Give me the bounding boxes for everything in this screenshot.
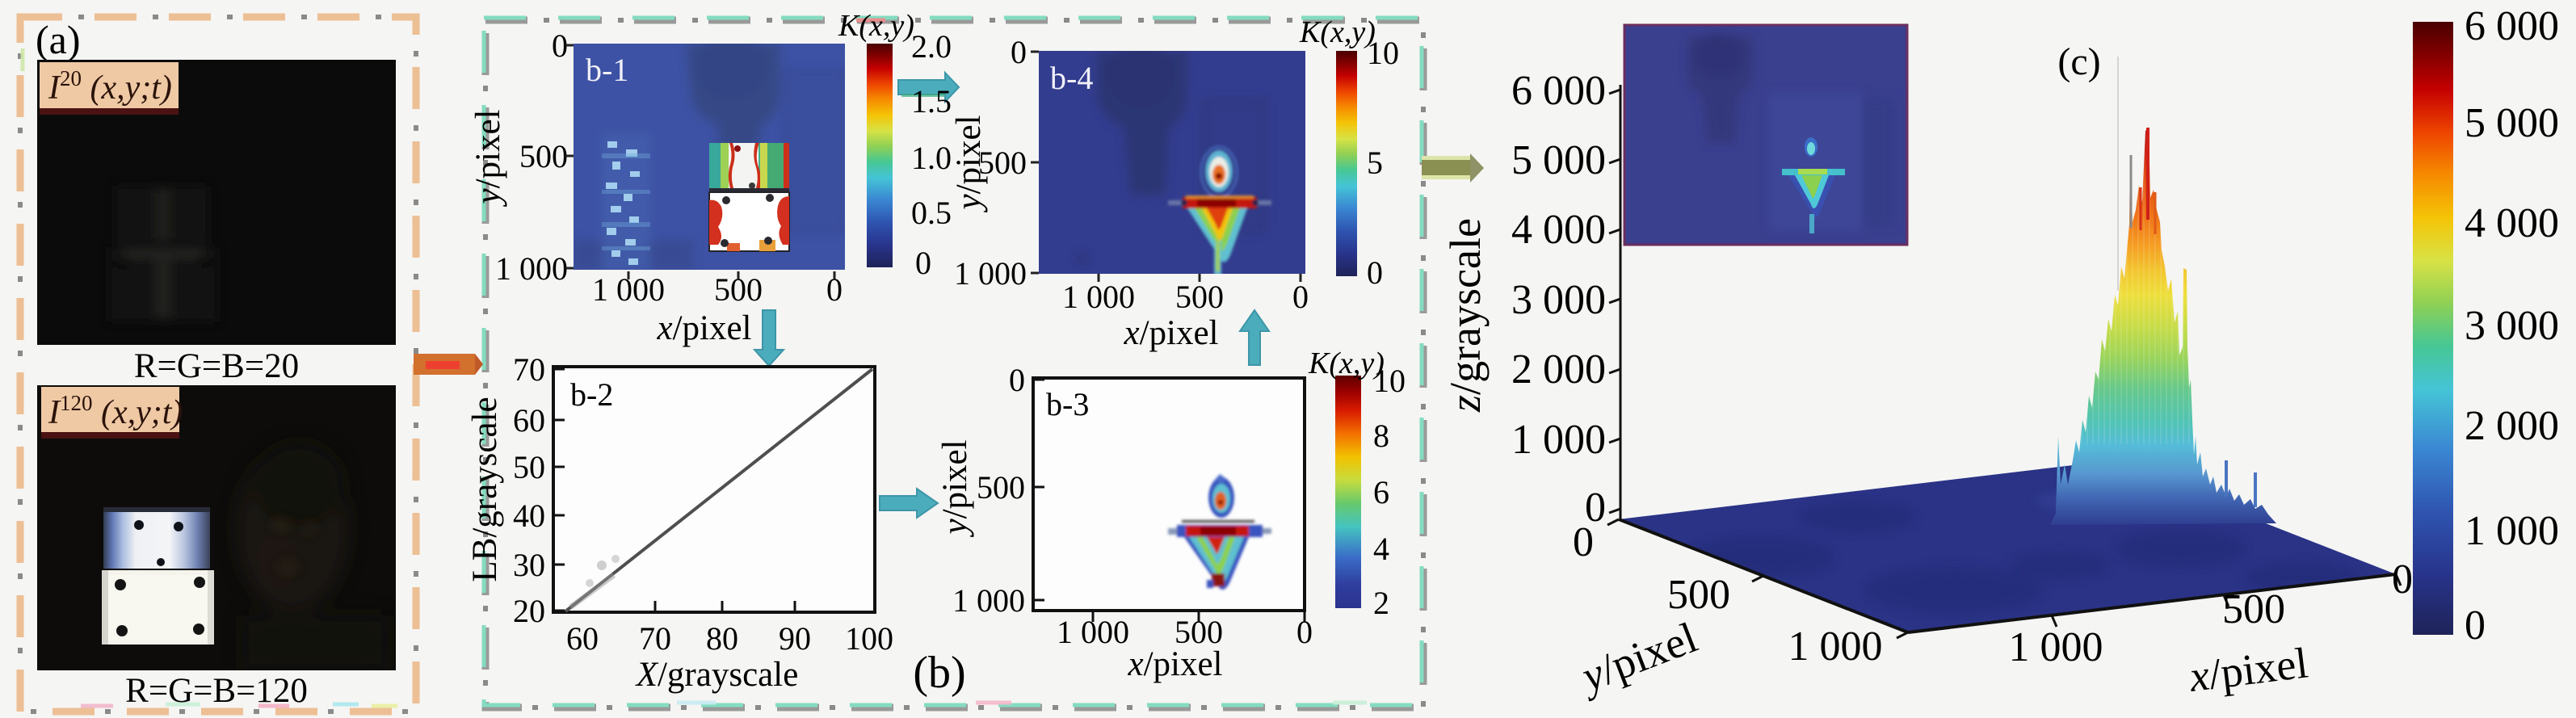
svg-text:R=G=B=20: R=G=B=20	[134, 347, 299, 385]
svg-text:2 000: 2 000	[2465, 403, 2559, 449]
svg-text:X/grayscale: X/grayscale	[635, 656, 799, 694]
svg-text:1 000: 1 000	[1511, 417, 1606, 463]
svg-text:6 000: 6 000	[2465, 3, 2559, 49]
svg-text:2.0: 2.0	[911, 28, 952, 65]
svg-text:10: 10	[1367, 35, 1399, 71]
svg-text:b-2: b-2	[570, 376, 613, 413]
svg-text:500: 500	[519, 138, 568, 174]
svg-text:20: 20	[513, 593, 545, 629]
svg-text:z/grayscale: z/grayscale	[1441, 218, 1490, 413]
svg-text:0: 0	[1011, 34, 1027, 70]
svg-text:90: 90	[779, 620, 811, 657]
svg-text:(a): (a)	[36, 17, 81, 62]
svg-text:0: 0	[1585, 485, 1606, 531]
svg-text:5 000: 5 000	[2465, 100, 2559, 146]
svg-text:0: 0	[1296, 614, 1313, 650]
svg-text:0: 0	[1573, 519, 1594, 565]
svg-text:500: 500	[2222, 586, 2285, 632]
svg-text:4: 4	[1373, 531, 1389, 567]
svg-text:80: 80	[706, 620, 738, 657]
svg-text:3 000: 3 000	[1511, 277, 1606, 323]
svg-text:50: 50	[513, 449, 545, 485]
svg-text:6 000: 6 000	[1511, 68, 1606, 114]
svg-text:y/pixel: y/pixel	[469, 109, 507, 207]
svg-text:5: 5	[1367, 145, 1383, 181]
svg-text:8: 8	[1373, 418, 1389, 454]
svg-text:40: 40	[513, 498, 545, 534]
svg-text:4 000: 4 000	[2465, 200, 2559, 246]
svg-text:1 000: 1 000	[952, 582, 1025, 619]
svg-text:1 000: 1 000	[1788, 624, 1883, 670]
svg-text:2 000: 2 000	[1511, 346, 1606, 393]
svg-text:K(x,y): K(x,y)	[1299, 15, 1376, 49]
svg-text:500: 500	[978, 145, 1027, 181]
svg-text:4 000: 4 000	[1511, 207, 1606, 253]
svg-text:0: 0	[552, 27, 568, 64]
svg-text:x/pixel: x/pixel	[2186, 638, 2310, 701]
svg-text:y/pixel: y/pixel	[936, 439, 974, 537]
svg-text:1 000: 1 000	[1062, 279, 1135, 315]
svg-text:1 000: 1 000	[495, 250, 568, 287]
svg-text:0: 0	[1292, 279, 1309, 315]
svg-text:2: 2	[1373, 585, 1389, 621]
svg-text:500: 500	[1667, 572, 1730, 618]
svg-text:(c): (c)	[2057, 40, 2100, 83]
svg-text:1.5: 1.5	[911, 83, 952, 120]
svg-text:x/pixel: x/pixel	[1127, 645, 1222, 683]
svg-text:6: 6	[1373, 474, 1389, 510]
svg-text:LB/grayscale: LB/grayscale	[466, 397, 504, 582]
svg-text:70: 70	[639, 620, 671, 657]
svg-text:1 000: 1 000	[954, 255, 1027, 292]
svg-text:1 000: 1 000	[2465, 508, 2559, 554]
svg-text:b-4: b-4	[1050, 60, 1093, 96]
svg-text:x/pixel: x/pixel	[656, 309, 751, 347]
svg-text:60: 60	[513, 402, 545, 439]
svg-text:1 000: 1 000	[2009, 624, 2103, 670]
svg-text:(b): (b)	[913, 648, 965, 698]
svg-text:30: 30	[513, 547, 545, 583]
svg-text:60: 60	[566, 620, 599, 657]
svg-text:0: 0	[1367, 254, 1383, 291]
svg-text:0: 0	[2465, 603, 2486, 649]
svg-text:70: 70	[513, 351, 545, 388]
svg-text:100: 100	[845, 620, 893, 657]
svg-text:500: 500	[1175, 614, 1223, 650]
svg-text:K(x,y): K(x,y)	[1308, 346, 1385, 380]
svg-text:500: 500	[1175, 279, 1224, 315]
svg-text:0.5: 0.5	[911, 195, 952, 231]
svg-text:5 000: 5 000	[1511, 137, 1606, 183]
svg-text:0: 0	[826, 271, 843, 308]
svg-text:1 000: 1 000	[1057, 614, 1129, 650]
svg-text:500: 500	[977, 469, 1025, 506]
svg-text:0: 0	[915, 245, 931, 281]
svg-text:0: 0	[1009, 362, 1025, 398]
svg-text:0: 0	[2392, 556, 2413, 603]
svg-text:x/pixel: x/pixel	[1123, 314, 1218, 352]
svg-text:10: 10	[1373, 363, 1406, 399]
svg-text:R=G=B=120: R=G=B=120	[125, 672, 308, 710]
svg-text:b-1: b-1	[586, 52, 628, 88]
svg-text:1.0: 1.0	[911, 140, 952, 176]
svg-text:b-3: b-3	[1046, 386, 1089, 422]
svg-text:y/pixel: y/pixel	[1572, 613, 1704, 702]
svg-text:3 000: 3 000	[2465, 303, 2559, 349]
svg-text:K(x,y): K(x,y)	[838, 9, 914, 43]
svg-text:y/pixel: y/pixel	[950, 115, 988, 212]
